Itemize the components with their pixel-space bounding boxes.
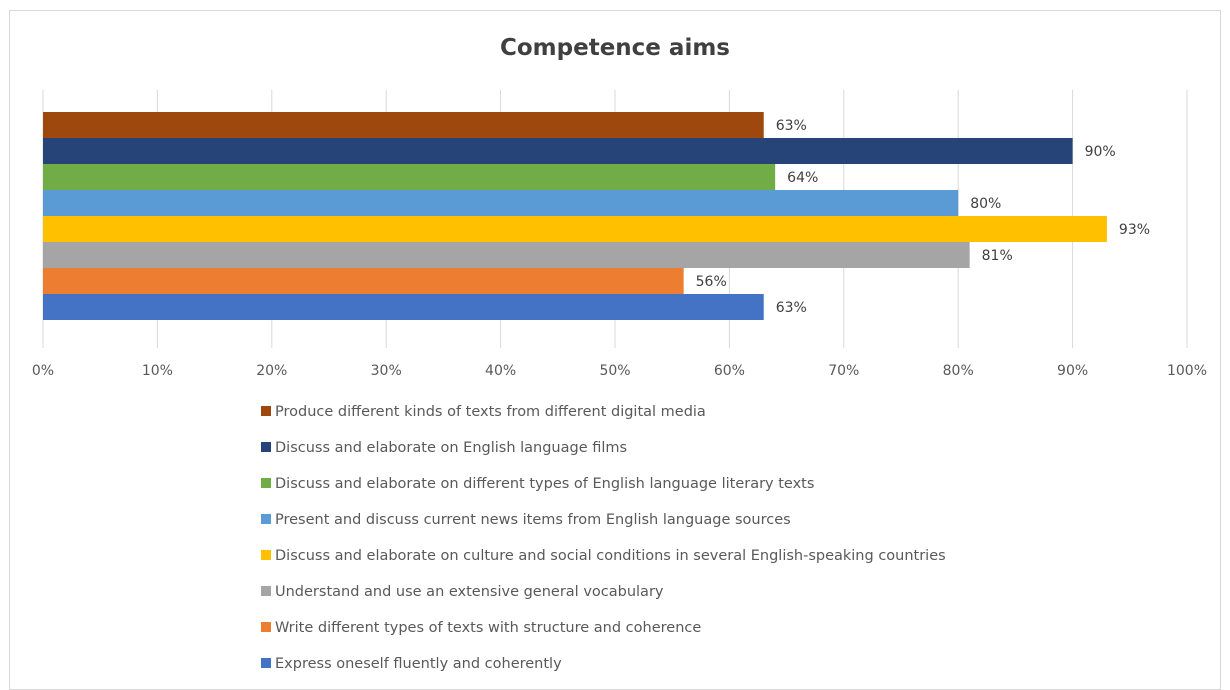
- legend-swatch: [261, 406, 271, 416]
- legend-swatch: [261, 550, 271, 560]
- data-label: 63%: [776, 300, 807, 316]
- legend-swatch: [261, 586, 271, 596]
- legend-label: Present and discuss current news items f…: [275, 512, 791, 528]
- x-tick-label: 90%: [1057, 363, 1088, 379]
- legend-swatch: [261, 478, 271, 488]
- bar: [43, 190, 959, 216]
- x-tick-label: 50%: [599, 363, 630, 379]
- x-tick-label: 70%: [828, 363, 859, 379]
- x-tick-label: 40%: [485, 363, 516, 379]
- x-tick-label: 100%: [1167, 363, 1207, 379]
- x-tick-label: 30%: [371, 363, 402, 379]
- legend-label: Discuss and elaborate on English languag…: [275, 440, 627, 456]
- legend-label: Understand and use an extensive general …: [275, 584, 664, 600]
- bar: [43, 112, 764, 138]
- data-label: 63%: [776, 118, 807, 134]
- bars: [43, 112, 1107, 320]
- data-label: 93%: [1119, 222, 1150, 238]
- x-tick-label: 60%: [714, 363, 745, 379]
- x-tick-label: 20%: [256, 363, 287, 379]
- data-label: 56%: [696, 274, 727, 290]
- legend-swatch: [261, 442, 271, 452]
- legend: Produce different kinds of texts from di…: [261, 404, 946, 672]
- legend-label: Produce different kinds of texts from di…: [275, 404, 706, 420]
- bar: [43, 138, 1073, 164]
- data-label: 90%: [1085, 144, 1116, 160]
- bar: [43, 216, 1107, 242]
- legend-label: Discuss and elaborate on culture and soc…: [275, 548, 946, 564]
- data-label: 64%: [787, 170, 818, 186]
- bar: [43, 164, 776, 190]
- bar: [43, 294, 764, 320]
- x-axis-ticks: 0% 10% 20% 30% 40% 50% 60% 70% 80% 90% 100%: [32, 363, 1207, 379]
- legend-label: Write different types of texts with stru…: [275, 620, 701, 636]
- data-label: 80%: [970, 196, 1001, 212]
- x-tick-label: 0%: [32, 363, 54, 379]
- legend-swatch: [261, 514, 271, 524]
- chart-title: Competence aims: [500, 35, 730, 61]
- legend-label: Express oneself fluently and coherently: [275, 656, 562, 672]
- x-tick-label: 10%: [142, 363, 173, 379]
- bar: [43, 242, 970, 268]
- bar: [43, 268, 684, 294]
- x-tick-label: 80%: [943, 363, 974, 379]
- data-labels: 63% 90% 64% 80% 93% 81% 56% 63%: [696, 118, 1150, 316]
- data-label: 81%: [982, 248, 1013, 264]
- legend-label: Discuss and elaborate on different types…: [275, 476, 814, 492]
- legend-swatch: [261, 622, 271, 632]
- legend-swatch: [261, 658, 271, 668]
